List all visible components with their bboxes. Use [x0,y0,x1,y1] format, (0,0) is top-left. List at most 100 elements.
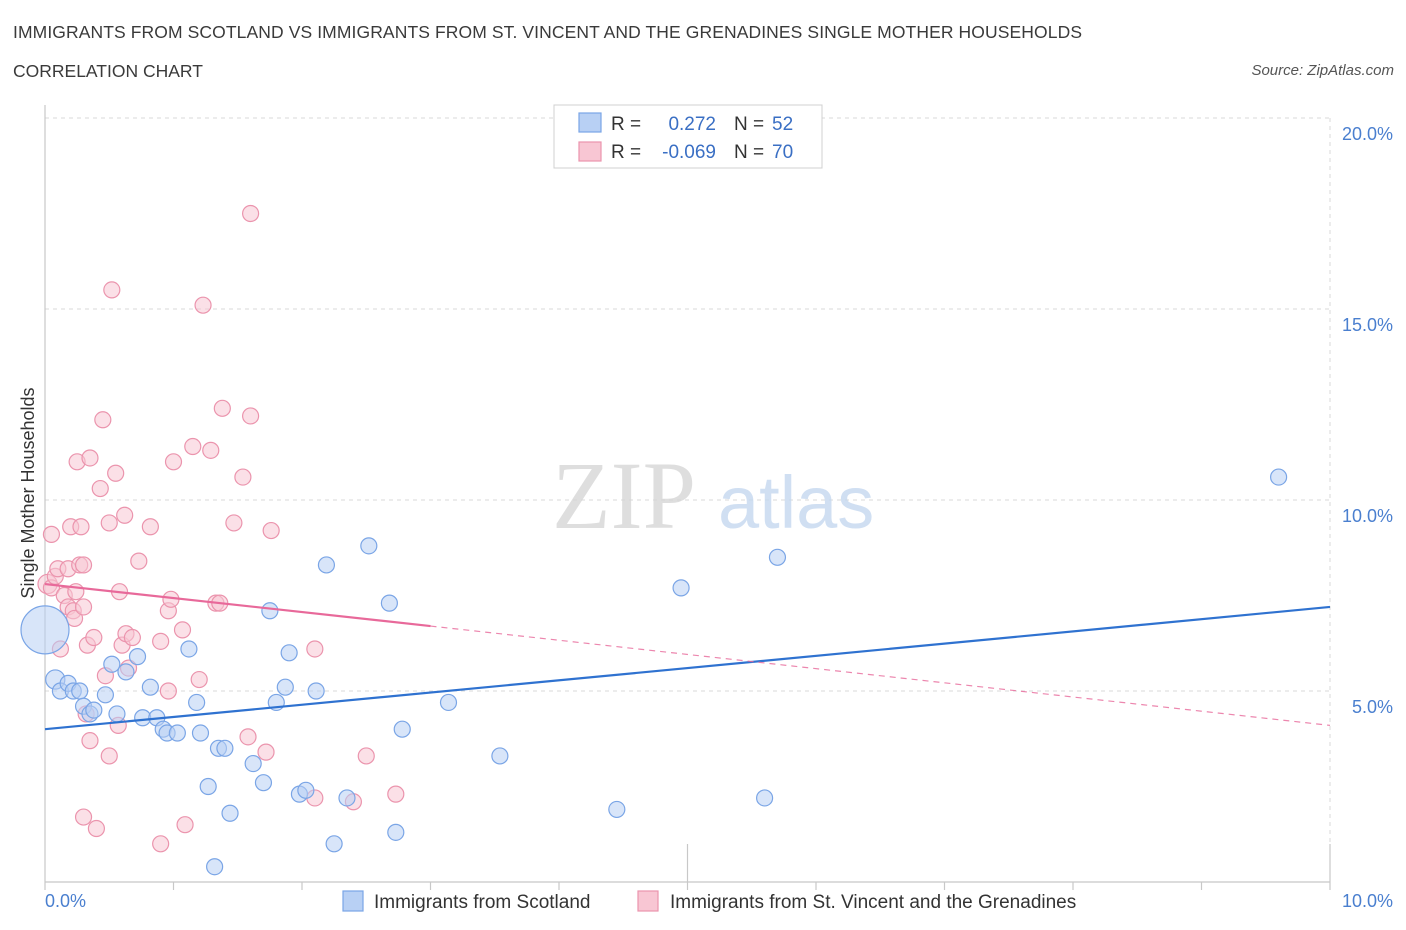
blue-point-30 [261,602,279,620]
source-label: Source: ZipAtlas.com [1251,62,1394,79]
blue-point-0 [20,605,70,655]
blue-point-50 [1269,468,1288,486]
blue-point-48 [755,789,774,807]
pink-point-57 [234,468,252,486]
bottom-legend-swatch-pink [637,890,659,912]
blue-point-26 [216,739,234,757]
blue-point-21 [188,693,206,712]
blue-point-33 [280,644,298,662]
pink-point-55 [213,399,231,417]
pink-point-23 [85,628,103,647]
trend-lines [44,582,1331,731]
y-tick-labels: 20.0% 15.0% 10.0% 5.0% [1342,124,1393,717]
watermark-atlas: atlas [718,461,874,544]
blue-point-47 [672,579,690,597]
blue-point-44 [439,693,458,712]
pink-point-40 [141,518,159,536]
pink-point-31 [107,464,125,482]
blue-point-42 [387,823,405,841]
blue-point-24 [206,858,224,876]
pink-point-39 [130,552,148,570]
legend-swatch-blue [578,112,602,133]
pink-point-24 [87,819,106,838]
pink-point-46 [164,453,183,471]
blue-point-38 [325,835,343,853]
x-tick-label-max: 10.0% [1342,891,1393,911]
pink-point-56 [225,514,243,532]
legend-r-value-blue: 0.272 [668,114,716,135]
watermark-zip: ZIP [552,442,696,549]
pink-point-59 [242,407,260,425]
legend-n-label-pink: N = [734,142,764,163]
pink-point-47 [173,621,192,639]
pink-point-16 [74,808,93,826]
blue-point-8 [85,701,103,719]
bottom-legend-label-blue: Immigrants from Scotland [374,892,590,913]
pink-point-22 [81,449,99,467]
blue-point-19 [168,724,186,742]
pink-point-30 [103,281,121,299]
pink-point-58 [239,728,257,746]
x-tick-label-min: 0.0% [45,891,86,911]
correlation-legend: R = 0.272 N = 52 R = -0.069 N = 70 [553,104,823,169]
pink-trend-line [44,582,431,628]
legend-n-value-pink: 70 [772,142,793,163]
pink-point-62 [262,521,280,540]
y-tick-label-2: 10.0% [1342,506,1393,526]
blue-point-9 [96,686,114,704]
pink-point-28 [100,747,118,765]
y-tick-label-1: 15.0% [1342,315,1393,335]
blue-point-45 [491,747,509,765]
axes [44,105,1331,890]
y-axis-label: Single Mother Households [18,387,38,598]
blue-point-20 [180,640,198,658]
bottom-legend: Immigrants from Scotland Immigrants from… [342,890,1076,913]
blue-point-36 [307,682,325,700]
blue-point-37 [317,556,336,574]
blue-point-12 [117,663,135,681]
blue-point-41 [380,594,398,612]
pink-point-63 [306,640,324,658]
blue-point-11 [108,705,126,723]
blue-point-28 [244,754,262,773]
blue-point-40 [360,537,378,555]
y-tick-label-0: 20.0% [1342,124,1393,144]
pink-point-49 [184,437,202,456]
chart-subtitle: CORRELATION CHART [13,61,203,81]
blue-point-22 [191,724,210,742]
pink-point-17 [74,556,93,574]
legend-n-value-blue: 52 [772,114,793,135]
blue-point-35 [297,781,315,799]
bottom-legend-swatch-blue [342,890,364,912]
blue-point-27 [221,804,239,822]
pink-point-60 [242,204,260,223]
pink-point-38 [123,628,141,647]
pink-point-25 [91,479,109,498]
blue-point-29 [254,774,273,792]
pink-point-15 [72,518,90,536]
pink-point-26 [94,411,112,429]
pink-point-21 [81,732,99,750]
blue-point-46 [608,800,626,819]
pink-point-2 [42,525,61,543]
pink-trend-line-extension [430,625,1331,726]
pink-point-61 [257,743,275,761]
pink-point-51 [194,296,212,314]
blue-point-23 [199,777,217,796]
blue-trend-line [44,605,1331,731]
legend-r-label-pink: R = [611,142,641,163]
blue-point-49 [768,548,787,566]
chart-title: IMMIGRANTS FROM SCOTLAND VS IMMIGRANTS F… [13,22,1083,42]
legend-n-label-blue: N = [734,114,764,135]
blue-point-13 [128,648,147,666]
pink-point-42 [152,835,170,853]
blue-point-43 [393,720,411,738]
pink-point-18 [74,598,93,616]
legend-swatch-pink [578,141,602,162]
y-tick-label-3: 5.0% [1352,697,1393,717]
legend-r-value-pink: -0.069 [662,142,716,163]
pink-point-35 [116,506,134,524]
pink-point-29 [100,514,118,532]
blue-point-15 [141,678,159,696]
pink-point-48 [176,816,194,834]
